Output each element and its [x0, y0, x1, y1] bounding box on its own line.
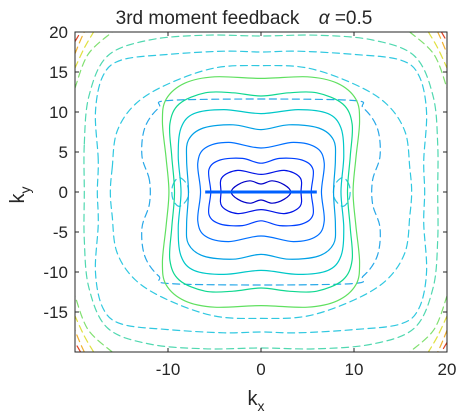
y-tick-label: 15: [49, 63, 68, 82]
dashed-contour-14: [437, 329, 447, 352]
y-tick-label: 0: [59, 183, 68, 202]
dashed-contour-3: [83, 34, 439, 350]
dashed-contour-4: [75, 32, 113, 89]
dashed-contour-17: [440, 32, 447, 43]
x-axis-label-sub: x: [258, 398, 265, 414]
chart-title-alpha-symbol: α: [319, 8, 331, 29]
dashed-contour-19: [75, 341, 82, 352]
solid-contour-5: [177, 109, 345, 275]
svg-text:ky: ky: [7, 187, 33, 204]
contour-lines: [75, 32, 447, 352]
dashed-contour-9: [427, 32, 447, 69]
x-axis-label-main: k: [248, 388, 259, 410]
dashed-contour-7: [75, 295, 113, 352]
dashed-contour-5: [409, 32, 447, 89]
dashed-contour-10: [427, 315, 447, 352]
solid-contour-7: [161, 76, 361, 308]
dashed-contour-20: [171, 177, 190, 207]
y-tick-label: 20: [49, 23, 68, 42]
y-axis-label-main: k: [7, 193, 29, 204]
solid-contour-3: [197, 141, 325, 243]
chart-title-text: 3rd moment feedback: [116, 8, 300, 29]
x-tick-label: 0: [256, 360, 265, 379]
dashed-contour-11: [75, 315, 95, 352]
dashed-contour-15: [75, 329, 85, 352]
y-tick-label: -10: [43, 263, 68, 282]
chart-title: 3rd moment feedback α =0.5: [116, 8, 373, 29]
dashed-contour-18: [440, 341, 447, 352]
dashed-contour-12: [75, 32, 85, 55]
dashed-contour-13: [437, 32, 447, 55]
dashed-contour-2: [141, 98, 381, 286]
y-tick-label: -5: [53, 223, 68, 242]
dashed-contour-8: [75, 32, 95, 69]
solid-contour-4: [185, 124, 337, 260]
y-axis-ticks: -15 -10 -5 0 5 10 15 20: [43, 23, 447, 322]
x-axis-label: kx: [248, 388, 265, 414]
y-axis-label-sub: y: [17, 187, 33, 194]
x-tick-label: 10: [345, 360, 364, 379]
svg-text:3rd moment feedback α: 3rd moment feedback α =0.5: [116, 8, 373, 29]
dashed-contour-6: [409, 295, 447, 352]
x-tick-label: 20: [438, 360, 457, 379]
dashed-contour-21: [332, 177, 351, 207]
dashed-contour-16: [75, 32, 82, 43]
x-tick-label: -10: [156, 360, 181, 379]
dashed-contour-1: [94, 50, 428, 334]
x-axis-ticks: -10 0 10 20: [156, 32, 457, 379]
solid-contour-6: [168, 91, 354, 293]
y-tick-label: 5: [59, 143, 68, 162]
y-tick-label: -15: [43, 303, 68, 322]
dashed-contour-0: [109, 64, 413, 320]
chart-title-alpha-value: =0.5: [335, 8, 373, 29]
y-tick-label: 10: [49, 103, 68, 122]
y-axis-label: ky: [7, 187, 33, 204]
